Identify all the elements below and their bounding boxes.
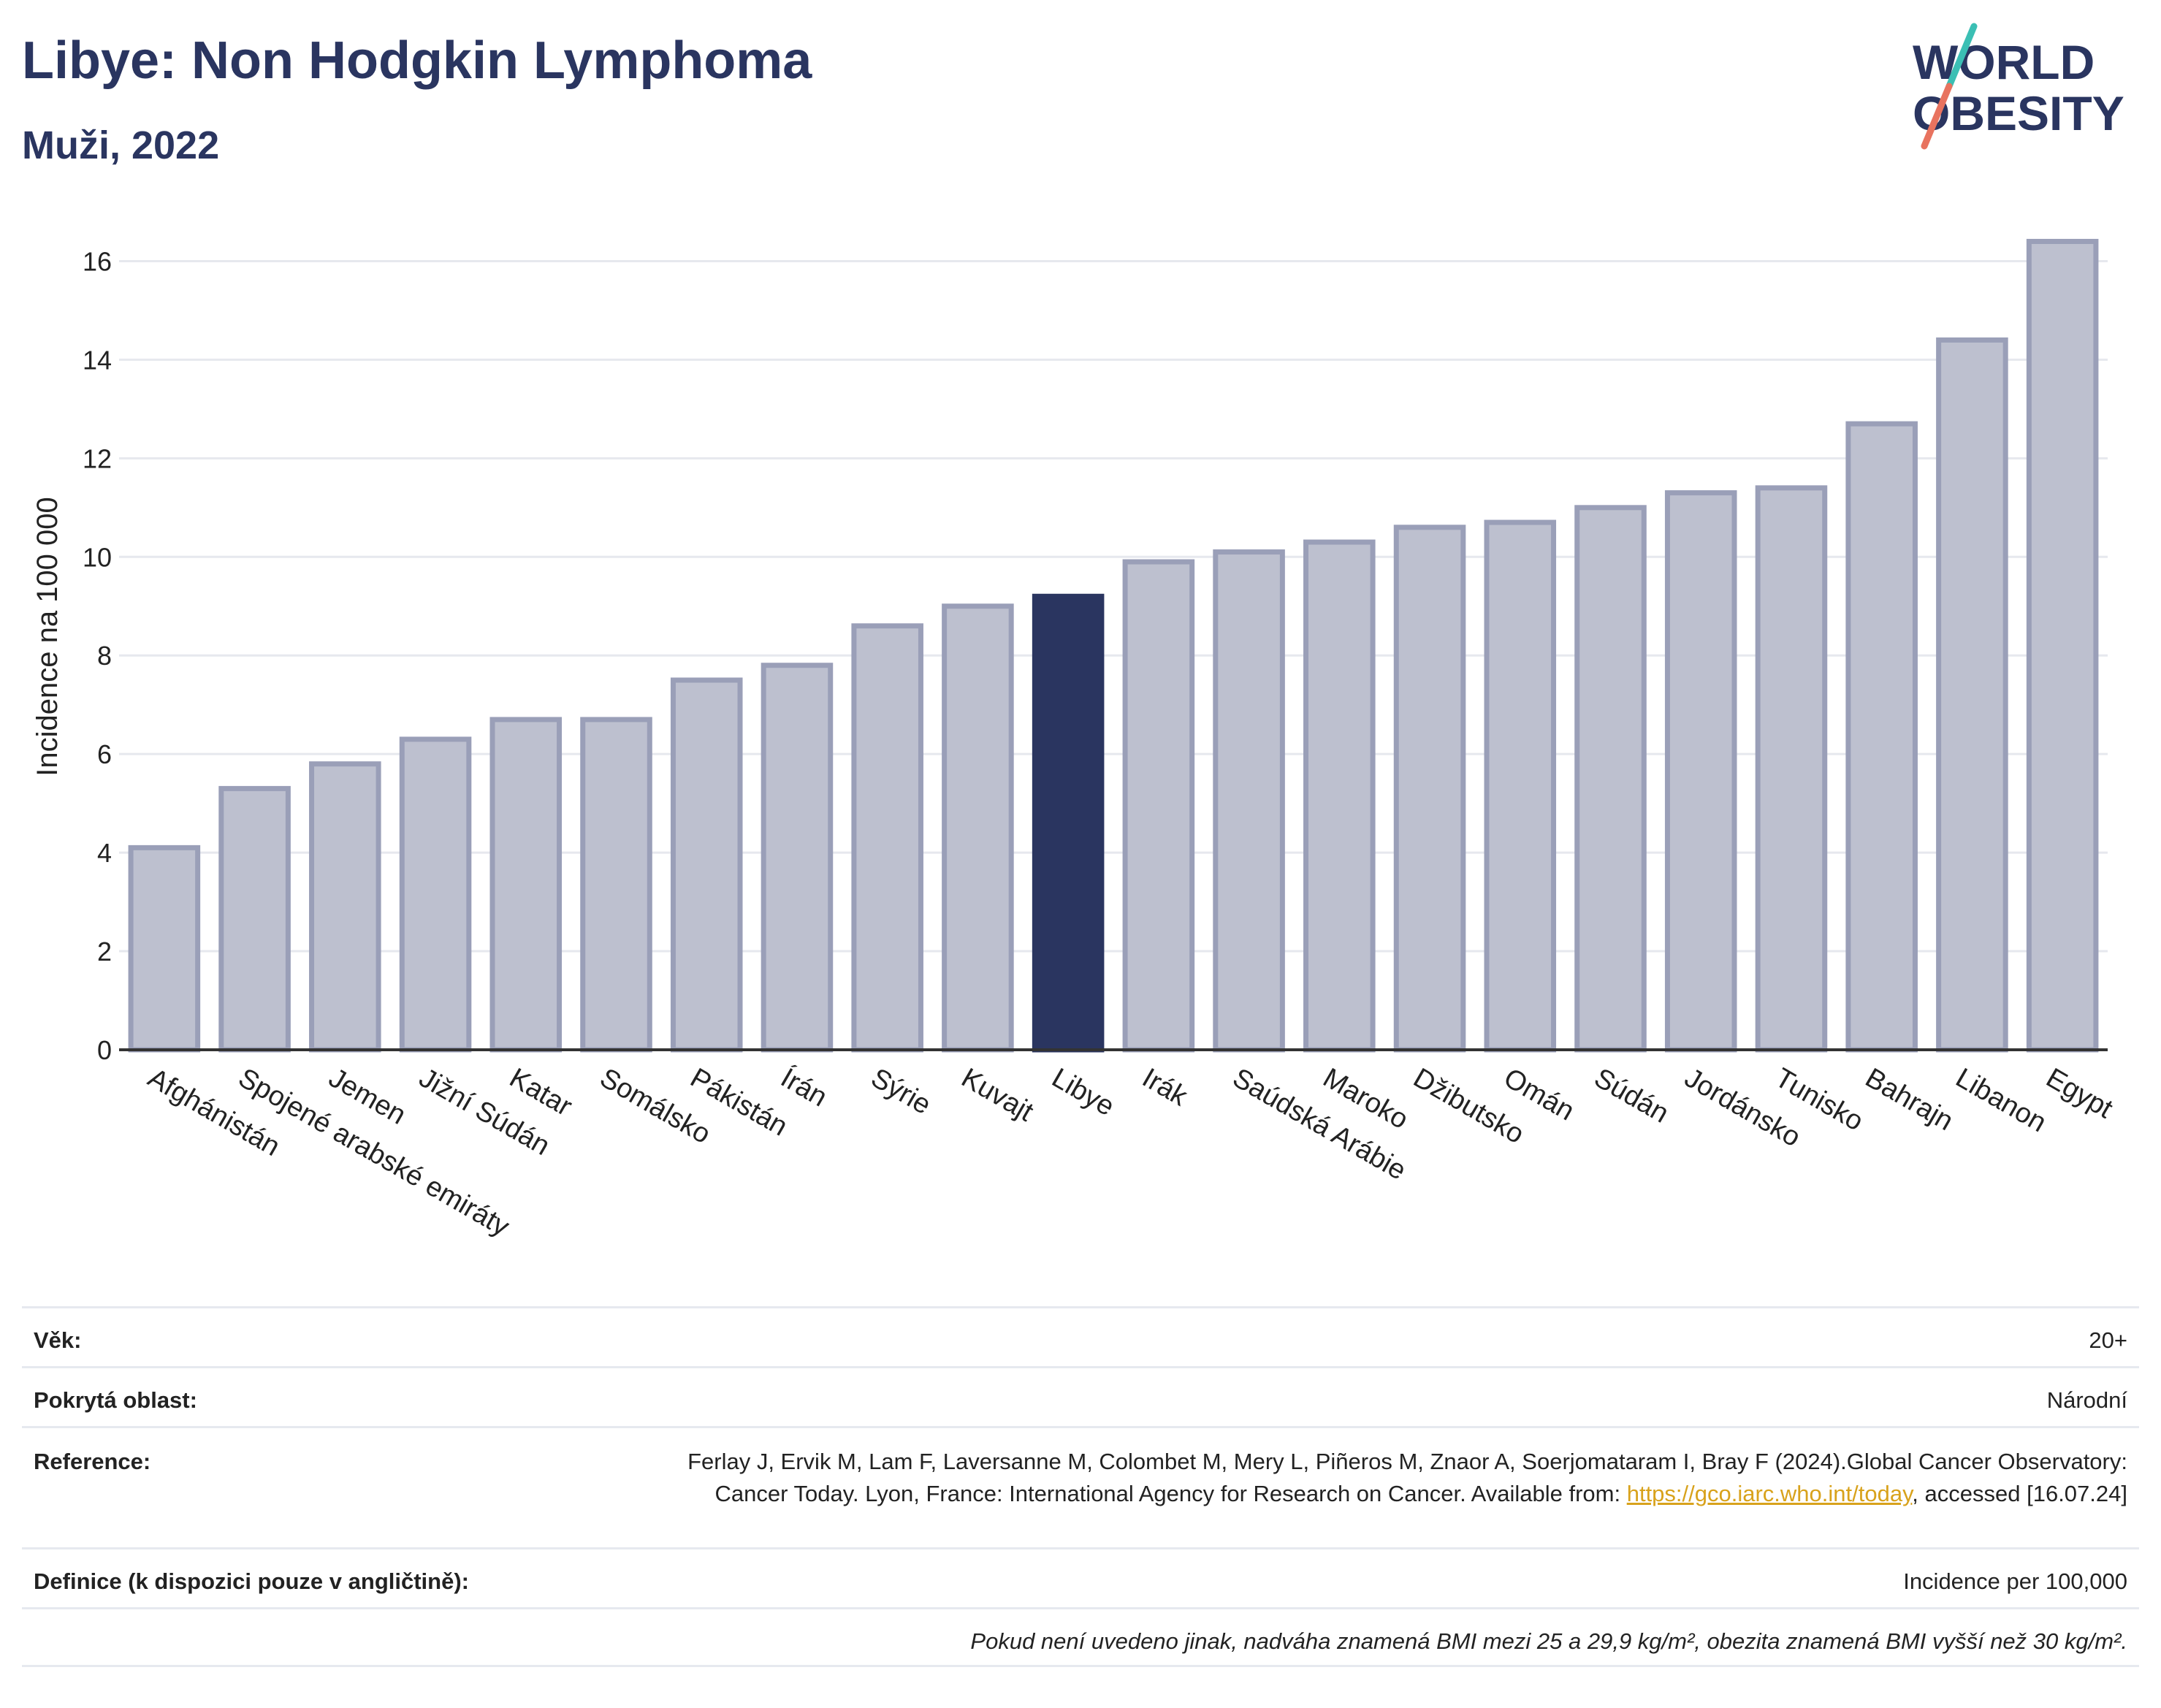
bar-8 [851, 623, 923, 1053]
bar-10 [1032, 593, 1105, 1053]
y-tick-label: 16 [83, 246, 112, 276]
definition-label: Definice (k dispozici pouze v angličtině… [34, 1568, 469, 1594]
x-tick-label: Írán [775, 1062, 832, 1113]
bar-0 [128, 845, 201, 1053]
bar-21 [2026, 238, 2099, 1053]
bmi-note: Pokud není uvedeno jinak, nadváha znamen… [970, 1628, 2127, 1654]
bar-7 [761, 663, 834, 1053]
bar-14 [1393, 525, 1466, 1053]
y-tick-label: 0 [97, 1035, 112, 1065]
chart-subtitle: Muži, 2022 [22, 123, 220, 167]
info-row-age: Věk: 20+ [22, 1306, 2139, 1366]
x-tick-label: Irák [1137, 1062, 1193, 1113]
x-tick-label: Libye [1047, 1062, 1120, 1122]
bar-20 [1936, 337, 2008, 1053]
y-tick-label: 10 [83, 542, 112, 572]
y-axis-title: Incidence na 100 000 [31, 497, 64, 777]
reference-accessed: , accessed [16.07.24] [1912, 1481, 2127, 1506]
chart-title: Libye: Non Hodgkin Lymphoma [22, 31, 812, 90]
logo-line-1: WORLD [1913, 35, 2095, 89]
age-value: 20+ [2089, 1327, 2127, 1353]
bar-12 [1213, 549, 1285, 1053]
info-row-area: Pokrytá oblast: Národní [22, 1366, 2139, 1426]
x-tick-label: Súdán [1589, 1062, 1674, 1129]
info-row-reference: Reference: Ferlay J, Ervik M, Lam F, Lav… [22, 1426, 2139, 1547]
bar-3 [399, 736, 472, 1053]
bar-6 [670, 677, 743, 1053]
reference-link[interactable]: https://gco.iarc.who.int/today [1626, 1481, 1913, 1506]
bar-5 [580, 717, 652, 1053]
y-tick-label: 4 [97, 838, 112, 868]
bar-17 [1664, 490, 1737, 1053]
reference-label: Reference: [34, 1449, 151, 1474]
x-tick-label: Sýrie [866, 1062, 936, 1121]
bar-4 [489, 717, 563, 1053]
bar-16 [1574, 505, 1647, 1053]
y-tick-label: 12 [83, 443, 112, 473]
bar-2 [309, 761, 381, 1053]
bar-18 [1755, 485, 1828, 1053]
x-tick-label: Libanon [1951, 1062, 2051, 1138]
y-tick-label: 6 [97, 739, 112, 769]
info-table: Věk: 20+ Pokrytá oblast: Národní Referen… [22, 1306, 2139, 1667]
x-tick-label: Bahrajn [1860, 1062, 1958, 1137]
logo-slash-coral [1921, 83, 1953, 150]
reference-text: Ferlay J, Ervik M, Lam F, Laversanne M, … [687, 1449, 2127, 1506]
definition-value: Incidence per 100,000 [1903, 1568, 2127, 1594]
logo-slash-teal [1945, 23, 1978, 90]
x-tick-label: Egypt [2041, 1062, 2119, 1124]
y-tick-label: 14 [83, 345, 112, 375]
bar-11 [1122, 559, 1195, 1053]
info-row-definition: Definice (k dispozici pouze v angličtině… [22, 1547, 2139, 1607]
bar-19 [1845, 421, 1918, 1053]
reference-value: Ferlay J, Ervik M, Lam F, Laversanne M, … [615, 1446, 2127, 1510]
bar-9 [942, 603, 1014, 1053]
bar-15 [1484, 519, 1557, 1053]
bar-13 [1303, 539, 1376, 1053]
info-row-note: Pokud není uvedeno jinak, nadváha znamen… [22, 1607, 2139, 1667]
y-tick-label: 8 [97, 641, 112, 671]
bar-1 [218, 785, 291, 1053]
age-label: Věk: [34, 1327, 82, 1353]
world-obesity-logo: WORLD OBESITY [1913, 23, 2124, 150]
y-tick-label: 2 [97, 937, 112, 967]
area-label: Pokrytá oblast: [34, 1387, 197, 1413]
x-tick-label: Kuvajt [956, 1062, 1039, 1127]
area-value: Národní [2046, 1387, 2127, 1413]
